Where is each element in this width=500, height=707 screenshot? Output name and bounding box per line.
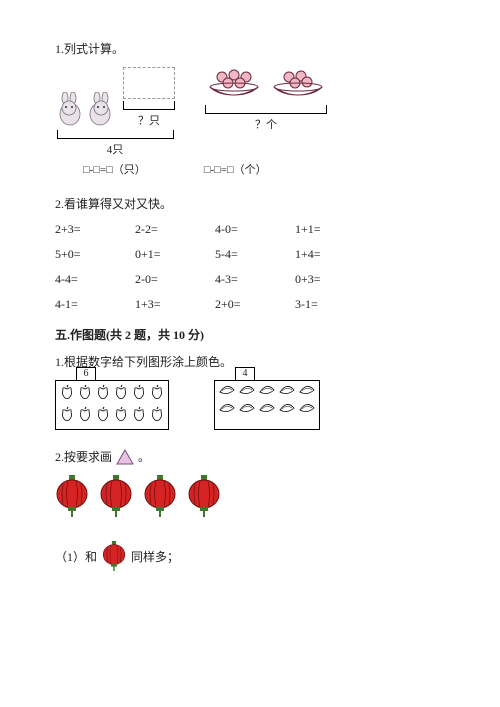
q1-right-cap: ？个 bbox=[255, 116, 277, 132]
arith-cell: 1+1= bbox=[295, 222, 375, 237]
apple-icon bbox=[149, 406, 165, 426]
color-box: 4 bbox=[214, 380, 320, 430]
rabbit-icon bbox=[55, 92, 85, 128]
apple-icon bbox=[59, 384, 75, 404]
q1-left-eq: □-□=□（只） bbox=[83, 161, 146, 177]
sub-prefix: （1）和 bbox=[55, 548, 97, 565]
arith-cell: 2-2= bbox=[135, 222, 215, 237]
banana-icon bbox=[258, 384, 276, 400]
banana-icon bbox=[298, 384, 316, 400]
arith-cell: 0+1= bbox=[135, 247, 215, 262]
banana-icon bbox=[218, 402, 236, 418]
arith-cell: 4-3= bbox=[215, 272, 295, 287]
apple-icon bbox=[113, 406, 129, 426]
lantern-icon bbox=[99, 475, 133, 521]
arith-cell: 1+4= bbox=[295, 247, 375, 262]
q1-title: 1.列式计算。 bbox=[55, 40, 445, 57]
arith-cell: 1+3= bbox=[135, 297, 215, 312]
arith-cell: 3-1= bbox=[295, 297, 375, 312]
sub-suffix: 同样多； bbox=[131, 548, 179, 565]
arith-cell: 0+3= bbox=[295, 272, 375, 287]
lantern-icon bbox=[143, 475, 177, 521]
banana-icon bbox=[278, 402, 296, 418]
arith-cell: 4-4= bbox=[55, 272, 135, 287]
apple-icon bbox=[149, 384, 165, 404]
arith-grid: 2+3=2-2=4-0=1+1= 5+0=0+1=5-4=1+4= 4-4=2-0=… bbox=[55, 222, 445, 312]
q1-left-cap: 4只 bbox=[107, 141, 124, 157]
arith-cell: 5+0= bbox=[55, 247, 135, 262]
apple-icon bbox=[77, 406, 93, 426]
banana-icon bbox=[258, 402, 276, 418]
q1-left-qlabel: ？只 bbox=[138, 112, 160, 128]
sec5-q2-sub: （1）和 同样多； bbox=[55, 541, 445, 571]
q1-equations: □-□=□（只） □-□=□（个） bbox=[55, 161, 445, 177]
fruit-group: ？个 bbox=[205, 67, 327, 157]
arith-cell: 5-4= bbox=[215, 247, 295, 262]
banana-icon bbox=[218, 384, 236, 400]
q1-right-eq: □-□=□（个） bbox=[204, 161, 267, 177]
lantern-icon bbox=[187, 475, 221, 521]
apple-icon bbox=[95, 384, 111, 404]
arith-cell: 2+3= bbox=[55, 222, 135, 237]
num-tab: 6 bbox=[76, 367, 96, 381]
arith-cell: 4-0= bbox=[215, 222, 295, 237]
apple-icon bbox=[131, 406, 147, 426]
q1-images: ？只 4只 bbox=[55, 67, 445, 157]
sec5-header: 五.作图题(共 2 题，共 10 分) bbox=[55, 326, 445, 343]
apple-icon bbox=[59, 406, 75, 426]
banana-icon bbox=[238, 384, 256, 400]
color-box: 6 bbox=[55, 380, 169, 430]
color-boxes: 64 bbox=[55, 380, 445, 430]
arith-cell: 2-0= bbox=[135, 272, 215, 287]
fruit-bowl-icon bbox=[205, 67, 263, 103]
sec5-q2-title: 2.按要求画 bbox=[55, 448, 112, 465]
apple-icon bbox=[77, 384, 93, 404]
apple-icon bbox=[113, 384, 129, 404]
apple-icon bbox=[131, 384, 147, 404]
num-tab: 4 bbox=[235, 367, 255, 381]
banana-icon bbox=[278, 384, 296, 400]
rabbit-icon bbox=[85, 92, 115, 128]
rabbit-group: ？只 4只 bbox=[55, 67, 175, 157]
lantern-row bbox=[55, 475, 445, 521]
q2-title: 2.看谁算得又对又快。 bbox=[55, 195, 445, 212]
arith-cell: 4-1= bbox=[55, 297, 135, 312]
triangle-icon bbox=[116, 449, 134, 465]
fruit-bowl-icon bbox=[269, 67, 327, 103]
lantern-icon bbox=[55, 475, 89, 521]
apple-icon bbox=[95, 406, 111, 426]
lantern-icon bbox=[101, 541, 127, 571]
period: 。 bbox=[138, 448, 150, 465]
banana-icon bbox=[238, 402, 256, 418]
banana-icon bbox=[298, 402, 316, 418]
arith-cell: 2+0= bbox=[215, 297, 295, 312]
